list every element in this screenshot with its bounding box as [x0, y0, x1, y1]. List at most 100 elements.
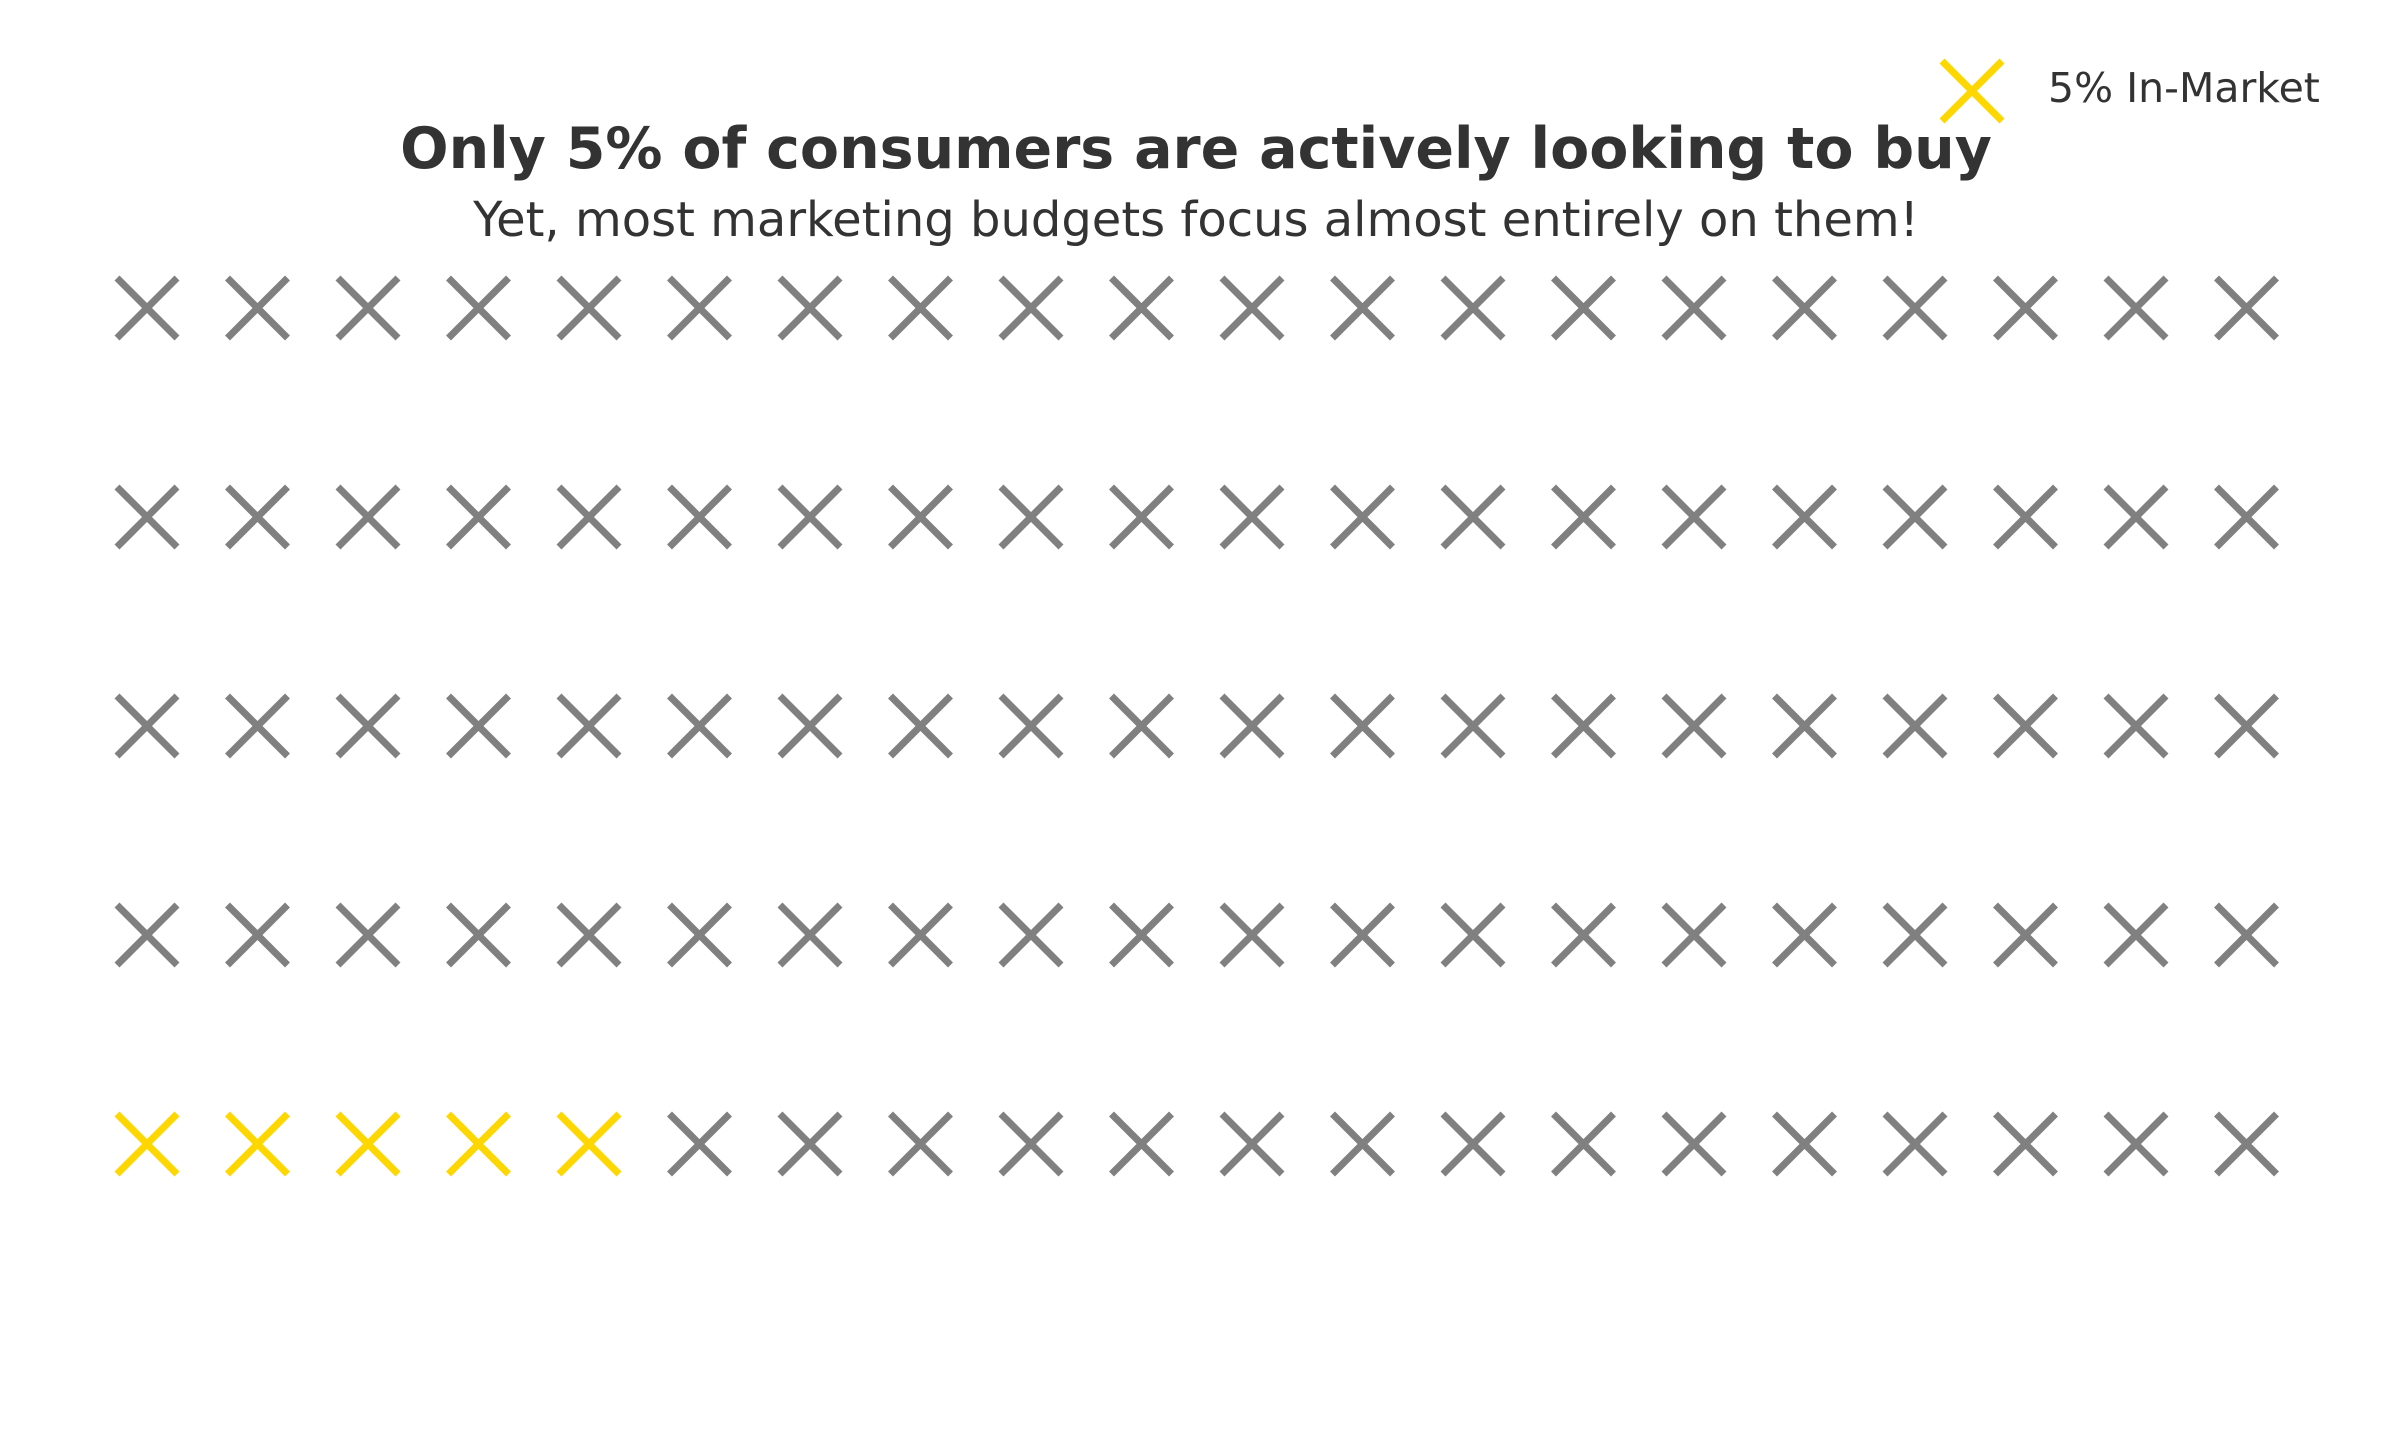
waffle-mark [777, 693, 843, 759]
waffle-mark [1661, 1111, 1727, 1177]
waffle-mark [1109, 693, 1174, 759]
waffle-mark [1882, 693, 1948, 759]
waffle-mark [1440, 484, 1506, 550]
waffle-mark [1440, 902, 1506, 968]
waffle-mark [225, 484, 290, 550]
waffle-mark-highlighted [114, 1111, 180, 1177]
waffle-mark [888, 1111, 953, 1177]
waffle-mark [446, 484, 511, 550]
waffle-mark [1551, 902, 1616, 968]
legend: 5% In-Market [1939, 58, 2320, 124]
waffle-mark [1882, 902, 1948, 968]
waffle-mark [1440, 1111, 1506, 1177]
waffle-mark [446, 693, 511, 759]
waffle-mark [1661, 484, 1727, 550]
waffle-mark-highlighted [335, 1111, 401, 1177]
waffle-mark [998, 1111, 1064, 1177]
waffle-mark [2103, 1111, 2169, 1177]
waffle-mark [1661, 275, 1727, 341]
waffle-mark-highlighted [225, 1111, 290, 1177]
waffle-mark [1882, 1111, 1948, 1177]
waffle-mark-highlighted [446, 1111, 511, 1177]
chart-subtitle: Yet, most marketing budgets focus almost… [472, 192, 1919, 248]
waffle-mark [556, 902, 622, 968]
waffle-mark [1219, 693, 1285, 759]
legend-x-icon [1939, 58, 2005, 124]
waffle-mark [446, 275, 511, 341]
waffle-mark [1219, 484, 1285, 550]
waffle-mark [1882, 484, 1948, 550]
waffle-mark [225, 275, 290, 341]
waffle-mark [667, 693, 732, 759]
waffle-mark [114, 902, 180, 968]
waffle-mark [335, 902, 401, 968]
waffle-mark [1772, 693, 1837, 759]
waffle-mark [556, 484, 622, 550]
waffle-mark [1219, 902, 1285, 968]
waffle-grid [114, 275, 2279, 1177]
waffle-mark [1330, 484, 1395, 550]
waffle-mark [556, 275, 622, 341]
waffle-mark [1551, 275, 1616, 341]
waffle-mark [1440, 275, 1506, 341]
waffle-mark [2103, 693, 2169, 759]
waffle-mark [556, 693, 622, 759]
waffle-mark [2103, 484, 2169, 550]
waffle-mark [1772, 484, 1837, 550]
waffle-mark [1661, 693, 1727, 759]
waffle-mark [335, 484, 401, 550]
waffle-mark [888, 693, 953, 759]
waffle-mark [888, 902, 953, 968]
waffle-mark [998, 275, 1064, 341]
waffle-mark [1330, 1111, 1395, 1177]
waffle-mark [1330, 902, 1395, 968]
waffle-mark [2214, 693, 2279, 759]
waffle-mark [777, 275, 843, 341]
waffle-mark [1109, 902, 1174, 968]
waffle-mark [2214, 902, 2279, 968]
chart-title: Only 5% of consumers are actively lookin… [400, 116, 1992, 182]
waffle-mark [2214, 275, 2279, 341]
waffle-mark [888, 275, 953, 341]
waffle-mark [777, 902, 843, 968]
waffle-mark [1661, 902, 1727, 968]
waffle-mark [1109, 275, 1174, 341]
waffle-mark [667, 484, 732, 550]
waffle-mark [1551, 693, 1616, 759]
legend-marker [1939, 58, 2005, 124]
waffle-mark [1772, 902, 1837, 968]
waffle-mark [1772, 275, 1837, 341]
waffle-mark [335, 693, 401, 759]
legend-label: 5% In-Market [2048, 64, 2320, 112]
waffle-mark [777, 484, 843, 550]
waffle-mark [114, 484, 180, 550]
waffle-mark [114, 693, 180, 759]
waffle-mark [446, 902, 511, 968]
waffle-mark [1219, 275, 1285, 341]
waffle-mark [667, 902, 732, 968]
waffle-mark [1330, 693, 1395, 759]
waffle-mark [1993, 275, 2058, 341]
waffle-mark [667, 275, 732, 341]
waffle-mark [998, 693, 1064, 759]
waffle-mark [1882, 275, 1948, 341]
waffle-mark [1109, 484, 1174, 550]
waffle-mark [114, 275, 180, 341]
waffle-mark [2214, 1111, 2279, 1177]
waffle-mark [777, 1111, 843, 1177]
waffle-mark-highlighted [556, 1111, 622, 1177]
waffle-mark [667, 1111, 732, 1177]
waffle-mark [225, 693, 290, 759]
waffle-mark [1993, 1111, 2058, 1177]
waffle-mark [998, 484, 1064, 550]
waffle-mark [225, 902, 290, 968]
waffle-mark [1772, 1111, 1837, 1177]
waffle-mark [1440, 693, 1506, 759]
waffle-mark [1551, 484, 1616, 550]
waffle-mark [1993, 484, 2058, 550]
waffle-mark [1993, 693, 2058, 759]
waffle-mark [888, 484, 953, 550]
waffle-mark [1993, 902, 2058, 968]
waffle-mark [2103, 275, 2169, 341]
